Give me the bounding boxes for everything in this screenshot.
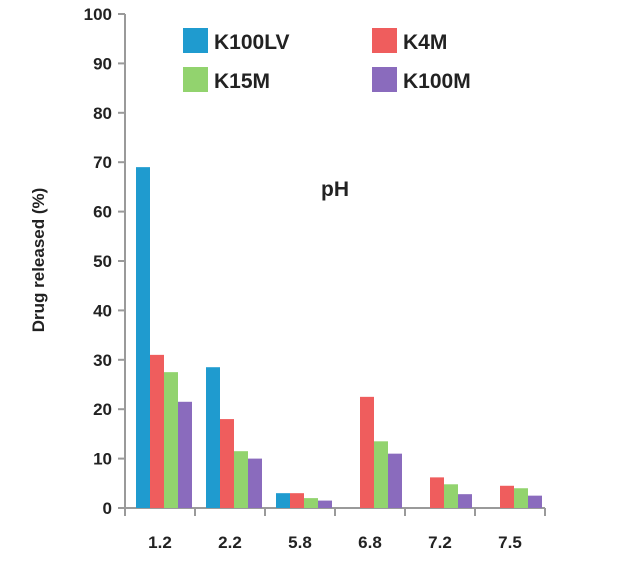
bar [150, 354, 164, 508]
y-tick-label: 10 [93, 450, 112, 469]
legend-swatch [183, 28, 208, 53]
bar [528, 495, 542, 508]
ph-annotation: pH [321, 178, 349, 201]
bar [290, 493, 304, 508]
y-tick-labels: 0 10 20 30 40 50 60 70 80 90 100 [84, 5, 112, 518]
bar [276, 493, 290, 508]
bar [234, 451, 248, 508]
y-tick-label: 100 [84, 5, 112, 24]
y-tick-label: 0 [103, 499, 112, 518]
bar [136, 167, 150, 508]
legend-label: K100M [403, 70, 471, 93]
y-axis-title: Drug released (%) [29, 188, 48, 333]
x-tick-label: 1.2 [148, 533, 172, 552]
y-tick-label: 60 [93, 203, 112, 222]
x-tick-label: 7.2 [428, 533, 452, 552]
bar [360, 396, 374, 508]
legend-label: K100LV [214, 31, 289, 54]
y-tick-label: 50 [93, 252, 112, 271]
bars [136, 167, 542, 508]
y-tick-label: 20 [93, 400, 112, 419]
x-tick-label: 5.8 [288, 533, 312, 552]
x-tick-label: 7.5 [498, 533, 522, 552]
bar [444, 484, 458, 508]
bar [430, 477, 444, 508]
bar [248, 458, 262, 508]
y-tick-label: 80 [93, 104, 112, 123]
bar [304, 498, 318, 508]
bar [178, 401, 192, 508]
legend: K100LV K4M K15M K100M [183, 28, 471, 93]
bar [514, 488, 528, 508]
bar [374, 441, 388, 508]
bar [206, 367, 220, 508]
legend-swatch [372, 67, 397, 92]
bar [388, 453, 402, 508]
legend-swatch [183, 67, 208, 92]
bar [458, 494, 472, 508]
y-tick-label: 90 [93, 54, 112, 73]
x-tick-label: 6.8 [358, 533, 382, 552]
y-tick-label: 40 [93, 301, 112, 320]
legend-label: K15M [214, 70, 270, 93]
y-tick-label: 30 [93, 351, 112, 370]
legend-swatch [372, 28, 397, 53]
bar [318, 500, 332, 508]
bar [164, 372, 178, 508]
bar [500, 485, 514, 508]
y-tick-label: 70 [93, 153, 112, 172]
x-tick-label: 2.2 [218, 533, 242, 552]
axes [118, 13, 546, 516]
bar [220, 419, 234, 508]
x-tick-labels: 1.2 2.2 5.8 6.8 7.2 7.5 [148, 533, 522, 552]
legend-label: K4M [403, 31, 447, 54]
